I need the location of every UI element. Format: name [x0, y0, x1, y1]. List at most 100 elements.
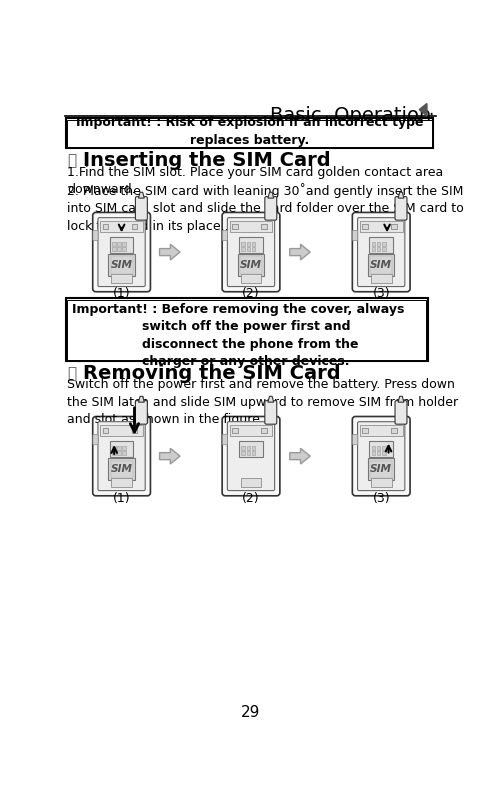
Bar: [371, 242, 375, 246]
Text: 2. Place the SIM card with leaning 30˚and gently insert the SIM
into SIM card sl: 2. Place the SIM card with leaning 30˚an…: [67, 182, 463, 233]
Bar: [112, 247, 116, 251]
FancyBboxPatch shape: [93, 417, 150, 496]
Bar: [240, 274, 261, 283]
Bar: [239, 441, 262, 457]
FancyBboxPatch shape: [264, 401, 276, 424]
Bar: [246, 242, 250, 246]
Bar: [240, 256, 262, 274]
Bar: [110, 441, 133, 457]
Bar: [112, 446, 116, 449]
Bar: [241, 242, 244, 246]
Bar: [367, 458, 394, 480]
Bar: [100, 221, 142, 232]
Bar: [231, 225, 238, 229]
FancyBboxPatch shape: [352, 212, 409, 292]
Bar: [110, 461, 132, 478]
FancyBboxPatch shape: [352, 435, 357, 444]
Bar: [390, 225, 396, 229]
Bar: [370, 478, 391, 487]
Bar: [122, 451, 126, 455]
Bar: [376, 451, 380, 455]
Bar: [359, 425, 402, 436]
Bar: [381, 446, 385, 449]
Polygon shape: [159, 448, 180, 464]
Text: Important! : Risk of explosion if an incorrect type
replaces battery.: Important! : Risk of explosion if an inc…: [76, 116, 422, 147]
Text: (2): (2): [242, 287, 259, 300]
Bar: [370, 274, 391, 283]
Text: .: .: [427, 101, 433, 118]
Bar: [102, 225, 108, 229]
Bar: [122, 446, 126, 449]
Polygon shape: [138, 397, 144, 402]
Bar: [261, 225, 266, 229]
Bar: [246, 446, 250, 449]
Text: Switch off the power first and remove the battery. Press down
the SIM latch and : Switch off the power first and remove th…: [67, 379, 458, 427]
Polygon shape: [138, 192, 144, 198]
Bar: [371, 247, 375, 251]
FancyBboxPatch shape: [93, 212, 150, 292]
Bar: [362, 428, 367, 433]
FancyBboxPatch shape: [98, 217, 145, 286]
Text: (1): (1): [113, 287, 130, 300]
Bar: [117, 451, 121, 455]
Text: 📱: 📱: [67, 153, 77, 169]
FancyBboxPatch shape: [222, 435, 227, 444]
Bar: [67, 120, 431, 147]
FancyBboxPatch shape: [357, 422, 404, 491]
Text: Important! : Before removing the cover, always
                switch off the po: Important! : Before removing the cover, …: [72, 303, 404, 368]
FancyBboxPatch shape: [227, 422, 274, 491]
Bar: [246, 451, 250, 455]
Text: (1): (1): [113, 492, 130, 505]
Bar: [108, 458, 135, 480]
Bar: [112, 451, 116, 455]
Text: 1.Find the SIM slot. Place your SIM card golden contact area
downward.: 1.Find the SIM slot. Place your SIM card…: [67, 166, 443, 196]
Text: (3): (3): [372, 492, 389, 505]
Polygon shape: [397, 192, 403, 198]
FancyBboxPatch shape: [394, 401, 406, 424]
Bar: [229, 221, 272, 232]
Text: SIM: SIM: [110, 260, 132, 270]
FancyBboxPatch shape: [222, 417, 279, 496]
Bar: [100, 425, 142, 436]
Bar: [229, 425, 272, 436]
Bar: [117, 242, 121, 246]
Bar: [231, 428, 238, 433]
Bar: [376, 446, 380, 449]
Polygon shape: [267, 397, 273, 402]
Text: SIM: SIM: [369, 260, 391, 270]
Polygon shape: [159, 244, 180, 260]
Text: (2): (2): [242, 492, 259, 505]
Bar: [241, 451, 244, 455]
Bar: [251, 242, 255, 246]
FancyBboxPatch shape: [357, 217, 404, 286]
Bar: [239, 237, 262, 253]
Bar: [111, 478, 132, 487]
FancyBboxPatch shape: [135, 401, 147, 424]
Text: Basic  Operation: Basic Operation: [270, 105, 431, 125]
Bar: [369, 256, 391, 274]
Polygon shape: [267, 192, 273, 198]
Bar: [371, 451, 375, 455]
Text: (3): (3): [372, 287, 389, 300]
FancyBboxPatch shape: [93, 435, 98, 444]
Text: Inserting the SIM Card: Inserting the SIM Card: [82, 151, 330, 170]
Bar: [367, 255, 394, 277]
Bar: [110, 256, 132, 274]
Bar: [381, 247, 385, 251]
Bar: [362, 225, 367, 229]
Bar: [368, 237, 392, 253]
Text: 📱: 📱: [67, 366, 77, 381]
Bar: [376, 242, 380, 246]
Bar: [122, 247, 126, 251]
Bar: [390, 428, 396, 433]
Bar: [112, 242, 116, 246]
FancyBboxPatch shape: [394, 196, 406, 220]
Text: Removing the SIM Card: Removing the SIM Card: [82, 364, 340, 383]
FancyBboxPatch shape: [222, 212, 279, 292]
Bar: [251, 446, 255, 449]
Polygon shape: [418, 104, 426, 116]
FancyBboxPatch shape: [135, 196, 147, 220]
Text: 29: 29: [240, 705, 260, 720]
FancyBboxPatch shape: [98, 422, 145, 491]
Bar: [371, 446, 375, 449]
